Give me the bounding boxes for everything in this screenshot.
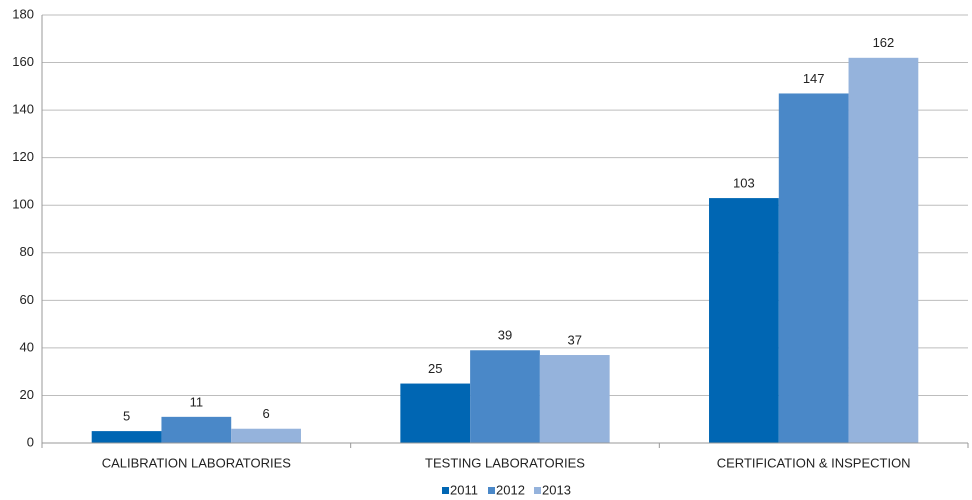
legend-label: 2013: [542, 482, 571, 497]
bar: [231, 428, 301, 443]
bar: [778, 93, 849, 443]
y-tick-label: 140: [12, 102, 34, 117]
legend-swatch: [534, 487, 541, 494]
data-label: 25: [428, 361, 442, 376]
data-label: 162: [873, 35, 895, 50]
y-tick-label: 100: [12, 197, 34, 212]
data-label: 147: [803, 71, 825, 86]
legend-swatch: [488, 487, 495, 494]
x-tick-label: TESTING LABORATORIES: [425, 455, 585, 470]
data-label: 11: [190, 394, 204, 409]
bar: [161, 416, 232, 443]
bar: [539, 355, 610, 443]
bar: [400, 383, 471, 443]
data-label: 103: [733, 176, 755, 191]
bar: [709, 198, 779, 443]
legend-swatch: [442, 487, 449, 494]
y-tick-label: 80: [20, 244, 34, 259]
y-tick-label: 0: [27, 434, 34, 449]
x-tick-label: CALIBRATION LABORATORIES: [102, 455, 292, 470]
y-tick-label: 40: [20, 339, 34, 354]
data-label: 39: [498, 328, 512, 343]
data-label: 5: [123, 409, 130, 424]
x-tick-label: CERTIFICATION & INSPECTION: [717, 455, 911, 470]
legend-label: 2011: [450, 482, 478, 497]
data-label: 6: [262, 406, 269, 421]
y-tick-label: 20: [20, 387, 34, 402]
legend-label: 2012: [496, 482, 525, 497]
bar: [848, 57, 919, 444]
bar: [470, 350, 540, 443]
y-tick-label: 160: [12, 54, 34, 69]
y-tick-label: 60: [20, 292, 34, 307]
data-label: 37: [568, 332, 582, 347]
bar: [91, 431, 162, 443]
y-tick-label: 120: [12, 149, 34, 164]
y-tick-label: 180: [12, 6, 34, 21]
